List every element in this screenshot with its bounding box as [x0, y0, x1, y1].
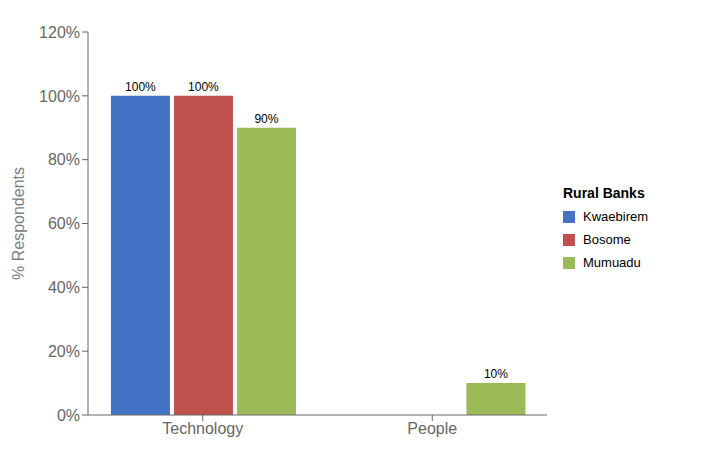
svg-text:Technology: Technology [162, 420, 243, 437]
svg-text:60%: 60% [48, 215, 80, 232]
svg-text:120%: 120% [39, 24, 80, 41]
html-text:Bosome: Bosome [583, 232, 631, 247]
svg-text:100%: 100% [188, 80, 219, 94]
svg-text:20%: 20% [48, 343, 80, 360]
svg-text:90%: 90% [254, 112, 278, 126]
svg-text:10%: 10% [484, 367, 508, 381]
svg-text:80%: 80% [48, 151, 80, 168]
svg-text:100%: 100% [39, 88, 80, 105]
html-text:Rural Banks: Rural Banks [563, 185, 645, 201]
html-text:Mumuadu: Mumuadu [583, 255, 641, 270]
svg-text:100%: 100% [125, 80, 156, 94]
svg-text:0%: 0% [57, 407, 80, 424]
svg-text:People: People [407, 420, 457, 437]
svg-text:40%: 40% [48, 279, 80, 296]
html-text:Kwaebirem: Kwaebirem [583, 209, 648, 224]
svg-text:% Respondents: % Respondents [10, 167, 27, 280]
